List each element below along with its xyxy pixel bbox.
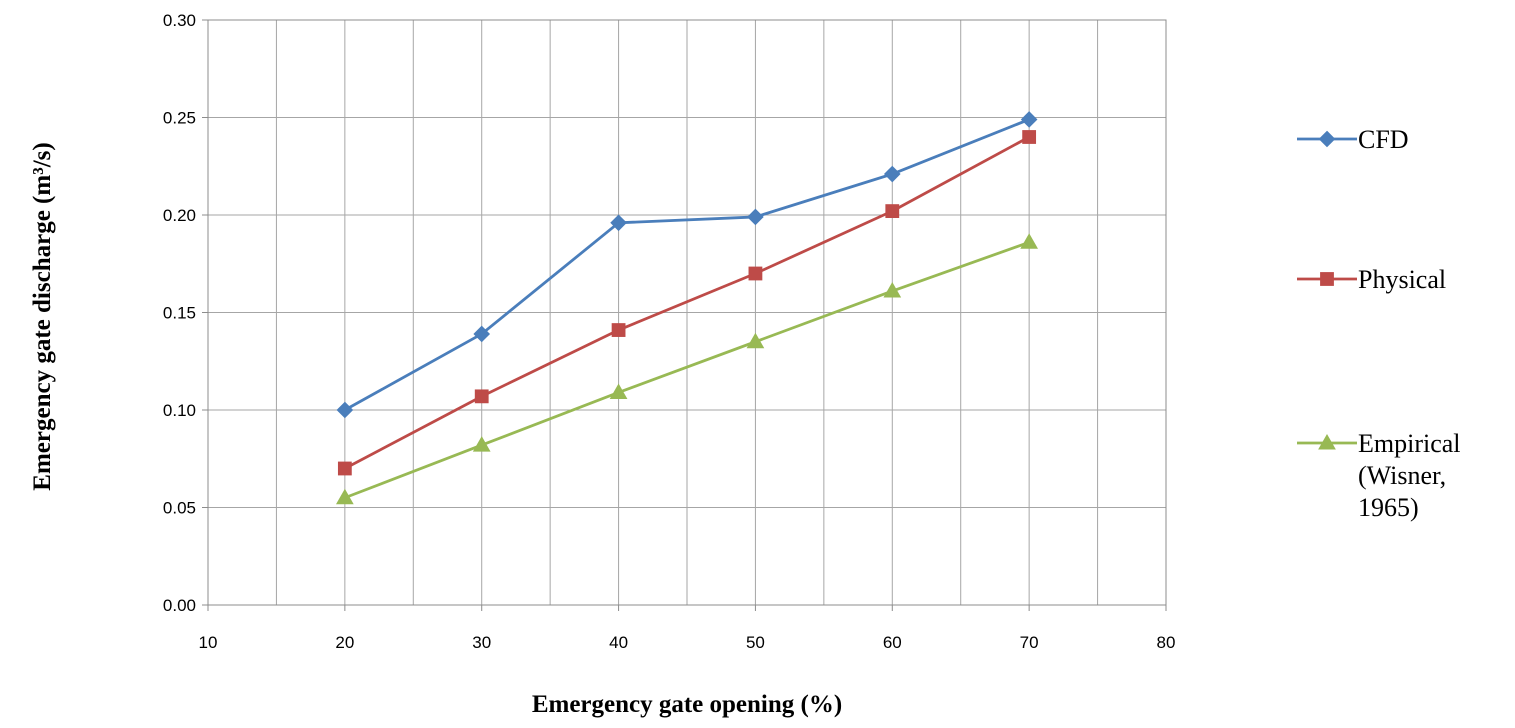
data-point xyxy=(747,208,764,226)
data-point xyxy=(883,165,901,183)
y-tick-label: 0.10 xyxy=(163,401,196,420)
legend-label: Physical xyxy=(1358,265,1446,294)
x-tick-label: 50 xyxy=(746,633,765,652)
x-tick-label: 40 xyxy=(609,633,628,652)
data-point xyxy=(336,401,354,419)
series-line xyxy=(344,135,1030,470)
data-point xyxy=(1022,130,1037,144)
y-tick-label: 0.00 xyxy=(163,596,196,615)
legend-item: CFD xyxy=(1297,125,1409,154)
legend-marker xyxy=(1318,433,1336,450)
data-point xyxy=(609,383,628,399)
x-axis-ticks: 10 20 30 40 50 60 70 80 xyxy=(199,605,1176,652)
y-tick-label: 0.30 xyxy=(163,11,196,30)
legend: CFD Physical Empirical (Wisner, 1965) xyxy=(1297,125,1461,522)
legend-label: Empirical (Wisner, 1965) xyxy=(1358,429,1461,522)
series-1 xyxy=(336,111,1038,419)
x-tick-label: 10 xyxy=(199,633,218,652)
y-axis-title: Emergency gate discharge (m³/s) xyxy=(29,142,56,490)
data-point xyxy=(337,461,352,476)
series-group xyxy=(335,111,1039,505)
y-tick-label: 0.05 xyxy=(163,499,196,518)
y-tick-label: 0.15 xyxy=(163,304,196,323)
x-tick-label: 20 xyxy=(335,633,354,652)
x-axis-title: Emergency gate opening (%) xyxy=(532,691,842,718)
y-axis-ticks: 0.00 0.05 0.10 0.15 0.20 0.25 0.30 xyxy=(163,11,208,615)
y-tick-label: 0.25 xyxy=(163,109,196,128)
data-point xyxy=(611,323,626,337)
data-point xyxy=(1020,111,1038,128)
legend-item: Physical xyxy=(1297,265,1446,294)
x-tick-label: 70 xyxy=(1020,633,1039,652)
grid xyxy=(207,19,1167,606)
legend-item: Empirical (Wisner, 1965) xyxy=(1297,429,1461,522)
data-point xyxy=(474,389,489,404)
x-tick-label: 30 xyxy=(472,633,491,652)
data-point xyxy=(748,266,763,281)
data-point xyxy=(335,488,354,505)
series-line xyxy=(344,118,1030,412)
series-2 xyxy=(337,130,1037,476)
x-tick-label: 60 xyxy=(883,633,902,652)
data-point xyxy=(883,282,902,298)
legend-marker xyxy=(1318,130,1336,148)
data-point xyxy=(472,436,491,452)
x-tick-label: 80 xyxy=(1157,633,1176,652)
data-point xyxy=(473,325,491,343)
data-point xyxy=(1020,233,1039,249)
legend-label: CFD xyxy=(1358,125,1409,154)
data-point xyxy=(746,332,765,349)
y-tick-label: 0.20 xyxy=(163,206,196,225)
series-3 xyxy=(335,233,1039,505)
data-point xyxy=(885,204,900,218)
series-line xyxy=(344,240,1030,500)
data-point xyxy=(610,214,627,232)
legend-marker xyxy=(1320,272,1334,286)
